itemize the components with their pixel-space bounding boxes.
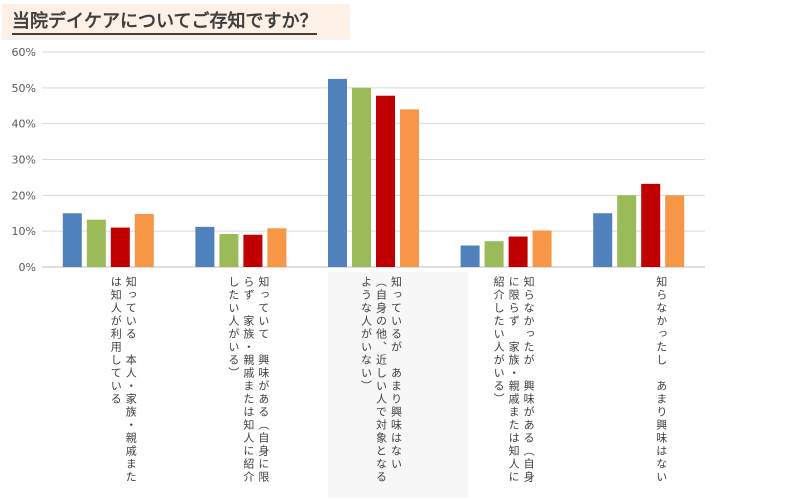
x-category-label: 知っていて 興味がある（自身に限らず 家族・親戚または知人に紹介したい人がいる） <box>226 276 270 484</box>
bar <box>593 213 613 267</box>
x-category-label: 知っているが あまり興味はない（自身の他、近しい人で対象となるような人がいない） <box>359 276 403 484</box>
bar <box>195 226 215 267</box>
y-tick-label: 10% <box>12 225 36 238</box>
bar <box>665 195 685 267</box>
bar <box>267 228 287 267</box>
bar <box>134 213 154 267</box>
bar <box>243 234 263 267</box>
bar <box>400 109 419 267</box>
y-tick-label: 40% <box>12 118 36 131</box>
bar <box>508 236 528 267</box>
y-tick-label: 60% <box>12 46 36 59</box>
bar <box>617 195 637 267</box>
bar <box>460 245 480 267</box>
bar <box>62 213 82 267</box>
y-tick-label: 20% <box>12 189 36 202</box>
bar <box>328 78 347 267</box>
bar <box>641 183 661 267</box>
bar <box>352 87 371 267</box>
y-tick-label: 50% <box>12 82 36 95</box>
y-tick-label: 30% <box>12 154 36 167</box>
bar <box>110 227 130 267</box>
bar <box>376 95 395 267</box>
category-label-highlight <box>328 272 468 498</box>
x-category-label: 知らなかったし あまり興味はない <box>654 276 668 484</box>
bar <box>219 234 239 267</box>
bar <box>532 230 552 267</box>
chart-title: 当院デイケアについてご存知ですか？ <box>12 11 318 35</box>
y-tick-label: 0% <box>19 261 36 274</box>
title-box: 当院デイケアについてご存知ですか？ <box>2 4 350 40</box>
bar <box>484 241 504 267</box>
x-category-label: 知らなかったが 興味がある（自身に限らず 家族・親戚または知人に紹介したい人がい… <box>492 276 536 484</box>
bar <box>86 219 106 267</box>
x-category-label: 知っている 本人・家族・親戚または知人が利用している <box>109 276 138 484</box>
